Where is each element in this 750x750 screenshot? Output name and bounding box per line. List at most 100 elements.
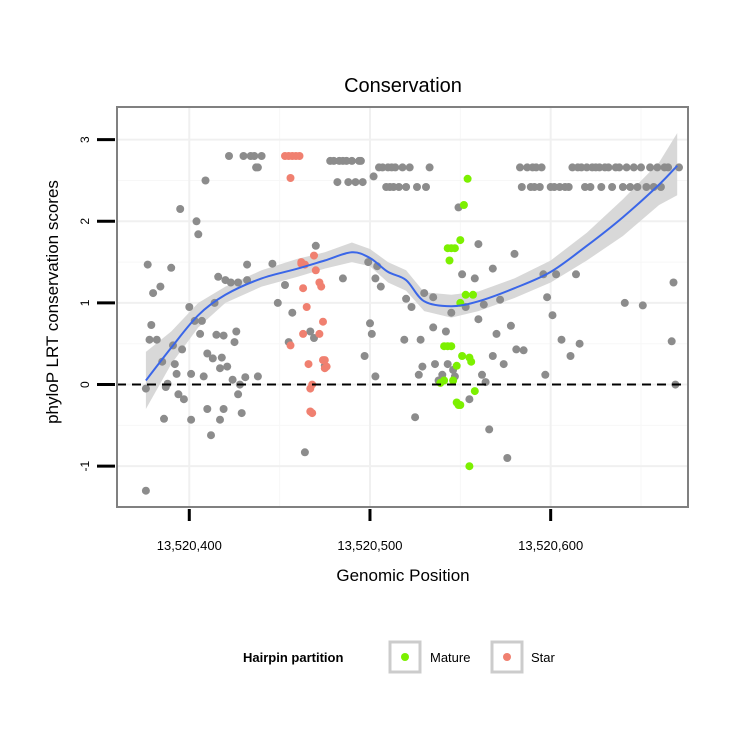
data-point-other <box>667 337 676 346</box>
data-point-other <box>268 259 277 268</box>
data-point-other <box>479 300 488 309</box>
data-point-mature <box>445 256 454 265</box>
data-point-other <box>447 308 456 317</box>
data-point-other <box>158 357 167 366</box>
data-point-other <box>496 295 505 304</box>
data-point-other <box>167 263 176 272</box>
data-point-other <box>366 319 374 328</box>
data-point-other <box>145 335 154 344</box>
data-point-mature <box>447 342 456 351</box>
data-point-other <box>243 260 252 269</box>
data-point-other <box>557 335 566 344</box>
data-point-star <box>286 341 295 350</box>
data-point-other <box>405 163 414 172</box>
data-point-other <box>420 289 429 298</box>
data-point-other <box>185 303 194 311</box>
y-tick-label: -1 <box>78 461 92 472</box>
data-point-other <box>675 163 683 172</box>
data-point-star <box>319 356 327 365</box>
data-point-other <box>288 308 297 317</box>
data-point-other <box>192 217 201 226</box>
data-point-other <box>503 454 512 462</box>
data-point-other <box>219 405 228 413</box>
data-point-other <box>376 282 385 291</box>
data-point-other <box>187 369 196 378</box>
data-point-other <box>160 414 168 423</box>
data-point-other <box>566 352 575 360</box>
data-point-other <box>633 183 642 191</box>
series-other <box>141 152 683 495</box>
legend-key-star <box>503 653 511 661</box>
data-point-mature <box>461 290 470 299</box>
data-point-star <box>299 284 308 293</box>
chart-title: Conservation <box>344 75 462 97</box>
data-point-mature <box>465 462 474 471</box>
data-point-other <box>371 372 380 381</box>
data-point-other <box>196 329 205 338</box>
data-point-other <box>400 335 409 344</box>
data-point-other <box>620 298 629 307</box>
data-point-other <box>250 152 259 160</box>
data-point-mature <box>470 387 479 396</box>
data-point-other <box>178 345 187 354</box>
data-point-star <box>310 251 318 260</box>
data-point-other <box>170 360 179 369</box>
data-point-mature <box>467 357 476 366</box>
data-point-other <box>216 364 224 373</box>
y-axis: -1 0 1 2 3 <box>78 136 115 472</box>
data-point-other <box>398 163 407 172</box>
data-point-other <box>626 183 635 191</box>
y-axis-label: phyloP LRT conservation scores <box>43 180 62 424</box>
data-point-other <box>608 183 617 191</box>
data-point-other <box>364 258 373 267</box>
panel-frame <box>116 106 689 508</box>
data-point-other <box>548 311 557 320</box>
data-point-other <box>425 163 434 172</box>
data-point-other <box>338 274 347 283</box>
data-point-other <box>199 372 208 381</box>
data-point-other <box>646 163 655 172</box>
data-point-other <box>214 272 223 281</box>
panel-border <box>116 106 689 508</box>
data-point-other <box>664 163 673 172</box>
legend-label-star: Star <box>531 650 556 665</box>
series-star <box>281 152 331 418</box>
data-point-other <box>203 349 212 358</box>
data-point-other <box>174 390 183 399</box>
y-tick-label: 3 <box>78 136 92 143</box>
data-point-other <box>369 172 378 181</box>
data-point-other <box>618 183 627 191</box>
data-point-other <box>141 384 150 393</box>
data-point-other <box>281 281 289 289</box>
data-point-other <box>306 327 315 336</box>
data-point-other <box>149 289 158 298</box>
x-tick-label: 13,520,500 <box>337 538 402 553</box>
data-point-other <box>414 370 423 379</box>
legend-title: Hairpin partition <box>243 650 343 665</box>
legend-label-mature: Mature <box>430 650 470 665</box>
data-point-other <box>391 163 400 172</box>
data-point-other <box>604 163 613 172</box>
data-point-other <box>492 329 501 338</box>
data-points <box>141 152 683 495</box>
legend: Hairpin partition Mature Star <box>243 640 556 674</box>
data-point-other <box>653 163 662 172</box>
data-point-other <box>300 448 309 457</box>
data-point-other <box>360 352 369 360</box>
data-point-other <box>143 260 152 269</box>
data-point-other <box>429 293 438 302</box>
data-point-other <box>347 156 356 165</box>
data-point-other <box>411 413 420 422</box>
data-point-other <box>190 316 199 325</box>
data-point-other <box>572 270 580 279</box>
x-axis: 13,520,400 13,520,500 13,520,600 <box>157 509 583 553</box>
data-point-other <box>230 338 239 347</box>
data-point-other <box>223 362 232 371</box>
data-point-other <box>418 362 427 371</box>
data-point-other <box>465 395 474 404</box>
data-point-other <box>402 183 411 191</box>
data-point-other <box>402 294 411 303</box>
data-point-mature <box>456 236 465 245</box>
data-point-other <box>474 315 483 324</box>
data-point-other <box>535 183 544 191</box>
